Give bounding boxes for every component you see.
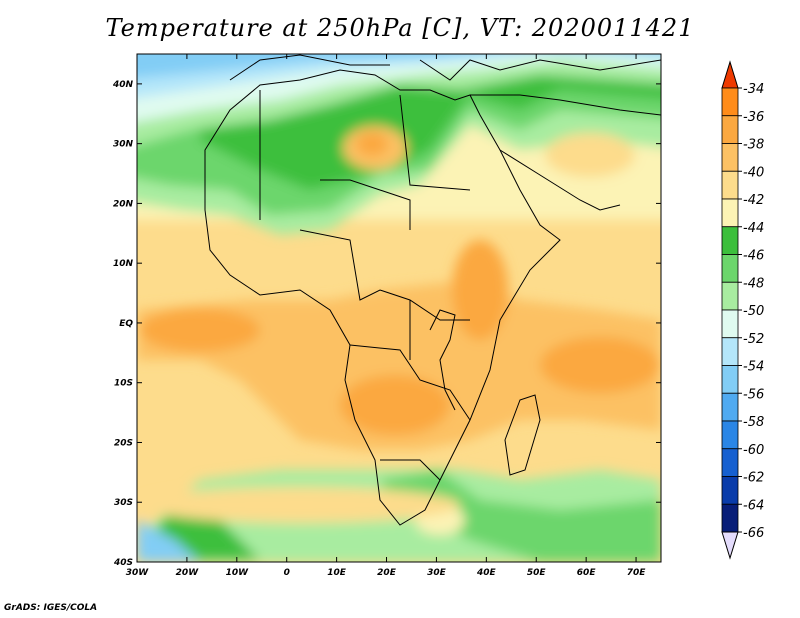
- colorbar-swatch: [721, 198, 739, 228]
- temperature-field: [137, 54, 661, 562]
- lat-tick-label: 40N: [112, 80, 134, 90]
- lat-tick-label: 30N: [113, 140, 134, 150]
- colorbar-label: -38: [743, 138, 764, 153]
- lat-tick-label: 20S: [114, 438, 133, 448]
- coastlines: [204, 54, 661, 526]
- colorbar-label: -56: [743, 387, 764, 402]
- lon-tick-label: 40E: [476, 568, 497, 578]
- colorbar-swatch: [721, 115, 739, 144]
- colorbar-swatch: [721, 337, 739, 366]
- colorbar-label: -40: [743, 165, 764, 180]
- colorbar-top-arrow: [721, 60, 739, 89]
- colorbar-label: -44: [743, 221, 764, 236]
- lat-tick-label: 20N: [113, 199, 134, 209]
- colorbar-swatch: [721, 226, 739, 255]
- lat-tick-label: 30S: [114, 498, 133, 508]
- colorbar-swatch: [721, 87, 739, 117]
- colorbar-label: -50: [743, 304, 764, 319]
- colorbar-label: -36: [743, 110, 764, 125]
- madagascar-outline: [504, 394, 541, 476]
- map-title: Temperature at 250hPa [C], VT: 202001142…: [105, 14, 695, 42]
- colorbar-swatch: [721, 143, 739, 172]
- lon-tick-label: 30E: [427, 568, 447, 578]
- colorbar-label: -66: [743, 526, 764, 541]
- lon-tick-label: 20E: [377, 568, 397, 578]
- colorbar-label: -46: [743, 249, 764, 264]
- lon-tick-label: 60E: [577, 568, 597, 578]
- colorbar-swatch: [721, 170, 739, 200]
- colorbar-label: -62: [743, 471, 764, 486]
- colorbar-label: -60: [743, 443, 764, 458]
- colorbar-label: -64: [743, 498, 764, 513]
- lat-tick-label: 10S: [114, 379, 133, 389]
- plot-frame: [136, 53, 662, 563]
- lat-tick-label: 10N: [113, 259, 134, 269]
- colorbar-label: -54: [743, 360, 764, 375]
- lon-tick-label: 10E: [327, 568, 347, 578]
- colorbar: -34 -36 -38 -40 -42 -44 -46 -48 -50 -52 -54 -56 -58 -…: [721, 60, 764, 560]
- lon-tick-label: 0: [284, 568, 290, 578]
- colorbar-swatch: [721, 254, 739, 283]
- colorbar-label: -58: [743, 415, 764, 430]
- latitude-axis: 40N 30N 20N 10N EQ 10S 20S 30S 40S: [112, 80, 661, 568]
- colorbar-swatch: [721, 281, 739, 311]
- lon-tick-label: 30W: [126, 568, 150, 578]
- lon-tick-label: 70E: [627, 568, 647, 578]
- colorbar-swatch: [721, 309, 739, 339]
- colorbar-swatch: [721, 476, 739, 505]
- credit-text: GrADS: IGES/COLA: [4, 603, 98, 613]
- lat-tick-label: EQ: [119, 319, 133, 329]
- colorbar-swatch: [721, 392, 739, 422]
- colorbar-swatch: [721, 503, 739, 533]
- colorbar-swatch: [721, 420, 739, 450]
- colorbar-bottom-arrow: [721, 531, 739, 560]
- longitude-axis: 30W 20W 10W 0 10E 20E 30E 40E 50E 60E 70E: [126, 54, 646, 578]
- colorbar-swatch: [721, 448, 739, 477]
- colorbar-label: -48: [743, 276, 764, 291]
- lon-tick-label: 10W: [226, 568, 250, 578]
- lon-tick-label: 50E: [527, 568, 547, 578]
- colorbar-label: -42: [743, 193, 764, 208]
- lat-tick-label: 40S: [113, 558, 133, 568]
- colorbar-swatch: [721, 365, 739, 394]
- colorbar-label: -34: [743, 82, 764, 97]
- colorbar-label: -52: [743, 332, 764, 347]
- lon-tick-label: 20W: [176, 568, 200, 578]
